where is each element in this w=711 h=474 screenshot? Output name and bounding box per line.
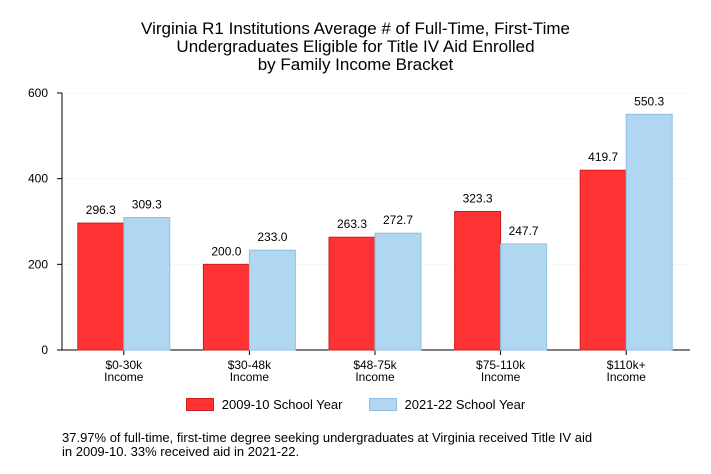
title-line-1: Virginia R1 Institutions Average # of Fu…	[141, 19, 570, 38]
y-tick-label: 400	[28, 172, 48, 186]
x-tick-label: $110k+	[607, 358, 646, 372]
bar-series-2	[248, 249, 296, 351]
legend-item-series-1: 2009-10 School Year	[185, 397, 343, 412]
data-label-series-1: 323.3	[463, 192, 493, 206]
bar-series-1	[328, 236, 376, 351]
data-label-series-1: 419.7	[588, 150, 618, 164]
y-tick-label: 600	[28, 86, 48, 100]
footnote: 37.97% of full-time, first-time degree s…	[62, 431, 662, 459]
bar-series-1	[202, 263, 250, 351]
bar-series-2	[123, 217, 171, 351]
bar-series-2	[625, 113, 673, 351]
legend-item-series-2: 2021-22 School Year	[368, 397, 526, 412]
footnote-line-1: 37.97% of full-time, first-time degree s…	[62, 430, 593, 445]
chart-title: Virginia R1 Institutions Average # of Fu…	[0, 20, 711, 74]
x-tick-label: Income	[104, 370, 144, 384]
bar-series-1	[579, 169, 627, 351]
x-tick-label: $75-110k	[476, 358, 526, 372]
legend-label-series-2: 2021-22 School Year	[404, 397, 526, 412]
y-tick-label: 0	[41, 343, 48, 357]
title-line-3: by Family Income Bracket	[257, 55, 454, 74]
bar-series-1	[77, 222, 125, 351]
data-label-series-1: 263.3	[337, 217, 367, 231]
x-tick-label: Income	[607, 370, 647, 384]
footnote-line-2: in 2009-10. 33% received aid in 2021-22.	[62, 444, 300, 459]
legend: 2009-10 School Year 2021-22 School Year	[0, 397, 711, 412]
legend-label-series-1: 2009-10 School Year	[221, 397, 343, 412]
x-tick-label: Income	[355, 370, 395, 384]
bar-series-2	[500, 243, 548, 351]
bar-series-2	[374, 232, 422, 351]
bar-series-1	[454, 211, 502, 351]
data-label-series-2: 247.7	[509, 224, 539, 238]
legend-swatch-series-2	[368, 398, 397, 411]
data-label-series-2: 309.3	[132, 198, 162, 212]
x-tick-label: Income	[481, 370, 521, 384]
y-tick-label: 200	[28, 257, 48, 271]
x-tick-label: $0-30k	[105, 358, 143, 372]
x-tick-label: $30-48k	[228, 358, 272, 372]
title-line-2: Undergraduates Eligible for Title IV Aid…	[176, 37, 535, 56]
x-tick-label: Income	[230, 370, 270, 384]
data-label-series-1: 296.3	[86, 203, 116, 217]
data-label-series-2: 233.0	[257, 230, 287, 244]
data-label-series-2: 550.3	[634, 94, 664, 108]
data-label-series-2: 272.7	[383, 213, 413, 227]
legend-swatch-series-1	[185, 398, 214, 411]
x-tick-label: $48-75k	[353, 358, 397, 372]
data-label-series-1: 200.0	[211, 244, 241, 258]
